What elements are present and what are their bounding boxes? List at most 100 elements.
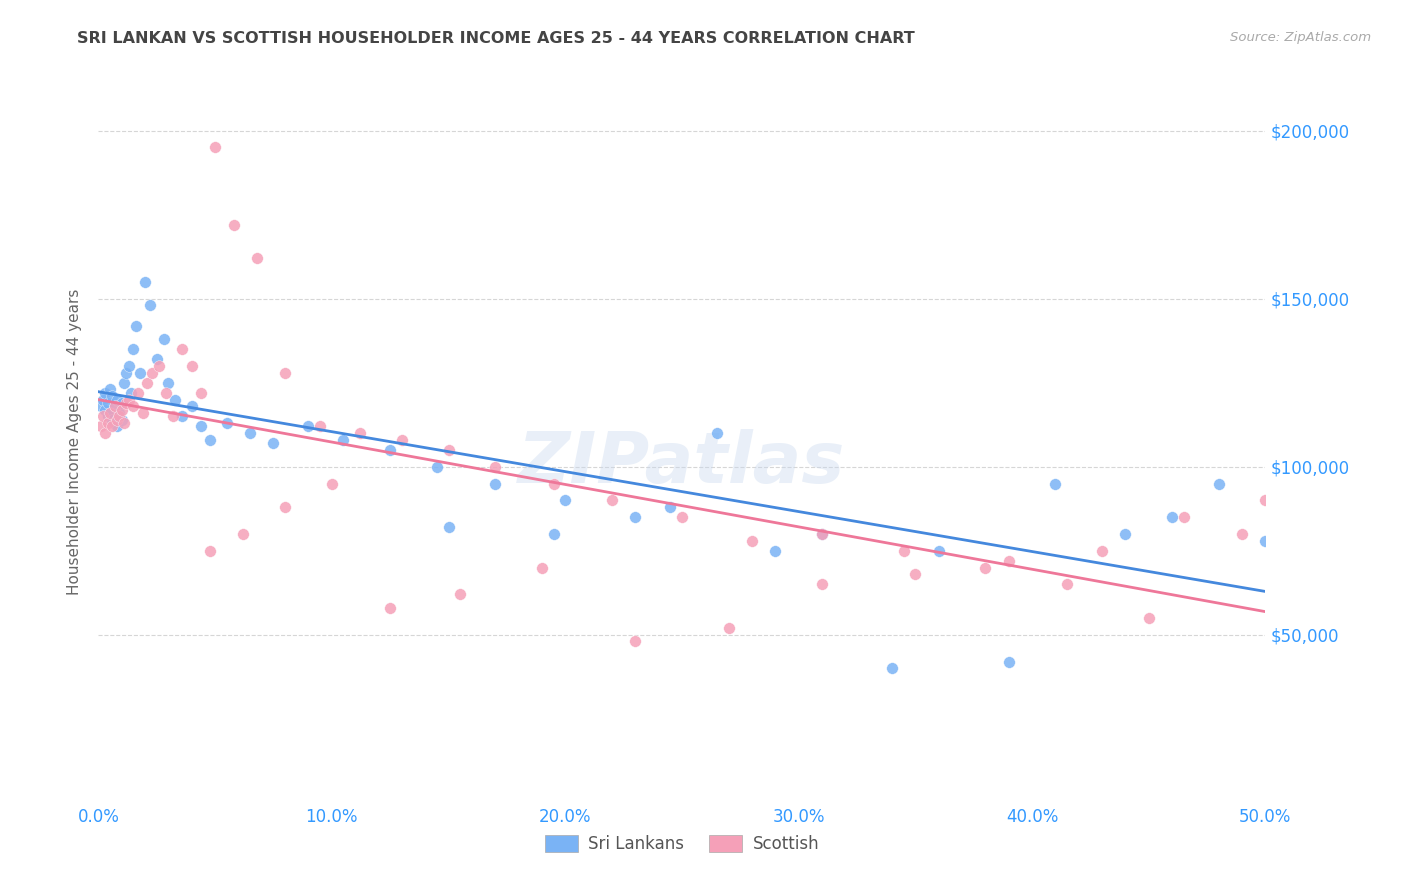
Point bbox=[172, 409, 194, 424]
Point bbox=[928, 543, 950, 558]
Point bbox=[274, 366, 297, 380]
Point bbox=[232, 527, 254, 541]
Point bbox=[90, 419, 112, 434]
Point bbox=[94, 426, 117, 441]
Point bbox=[105, 419, 128, 434]
Text: SRI LANKAN VS SCOTTISH HOUSEHOLDER INCOME AGES 25 - 44 YEARS CORRELATION CHART: SRI LANKAN VS SCOTTISH HOUSEHOLDER INCOM… bbox=[77, 31, 915, 46]
Point bbox=[111, 396, 134, 410]
Point bbox=[104, 399, 127, 413]
Point bbox=[118, 392, 141, 407]
Point bbox=[97, 409, 120, 424]
Point bbox=[1056, 577, 1078, 591]
Point bbox=[309, 419, 332, 434]
Point bbox=[125, 318, 148, 333]
Point bbox=[811, 527, 834, 541]
Point bbox=[200, 433, 222, 447]
Point bbox=[1208, 476, 1230, 491]
Point bbox=[671, 510, 693, 524]
Point bbox=[426, 459, 449, 474]
Point bbox=[90, 399, 112, 413]
Point bbox=[98, 406, 121, 420]
Point bbox=[139, 298, 162, 312]
Point bbox=[104, 416, 127, 430]
Point bbox=[717, 621, 740, 635]
Point bbox=[122, 399, 145, 413]
Text: ZIPatlas: ZIPatlas bbox=[519, 429, 845, 498]
Point bbox=[741, 533, 763, 548]
Point bbox=[94, 402, 117, 417]
Point bbox=[484, 476, 506, 491]
Point bbox=[997, 655, 1019, 669]
Legend: Sri Lankans, Scottish: Sri Lankans, Scottish bbox=[538, 828, 825, 860]
Point bbox=[122, 342, 145, 356]
Point bbox=[624, 634, 647, 648]
Point bbox=[380, 442, 402, 457]
Point bbox=[246, 252, 269, 266]
Point bbox=[1137, 611, 1160, 625]
Point bbox=[141, 366, 163, 380]
Point bbox=[146, 352, 169, 367]
Point bbox=[108, 409, 131, 424]
Point bbox=[1114, 527, 1136, 541]
Point bbox=[155, 385, 177, 400]
Point bbox=[1230, 527, 1253, 541]
Point bbox=[105, 413, 128, 427]
Point bbox=[391, 433, 413, 447]
Point bbox=[112, 376, 135, 390]
Point bbox=[880, 661, 903, 675]
Point bbox=[120, 385, 142, 400]
Point bbox=[134, 275, 156, 289]
Point bbox=[893, 543, 915, 558]
Point bbox=[1045, 476, 1067, 491]
Point bbox=[1254, 533, 1277, 548]
Point bbox=[132, 406, 155, 420]
Point bbox=[706, 426, 728, 441]
Point bbox=[97, 396, 120, 410]
Point bbox=[1173, 510, 1195, 524]
Point bbox=[904, 567, 927, 582]
Point bbox=[659, 500, 682, 514]
Point bbox=[162, 409, 184, 424]
Point bbox=[98, 406, 121, 420]
Point bbox=[115, 396, 138, 410]
Point bbox=[97, 416, 120, 430]
Point bbox=[600, 493, 623, 508]
Point bbox=[274, 500, 297, 514]
Point bbox=[157, 376, 180, 390]
Point bbox=[554, 493, 576, 508]
Point bbox=[111, 402, 134, 417]
Point bbox=[297, 419, 319, 434]
Point bbox=[380, 600, 402, 615]
Point bbox=[165, 392, 187, 407]
Point bbox=[321, 476, 343, 491]
Point bbox=[115, 366, 138, 380]
Point bbox=[101, 419, 124, 434]
Point bbox=[91, 392, 114, 407]
Point bbox=[624, 510, 647, 524]
Point bbox=[437, 442, 460, 457]
Point bbox=[112, 416, 135, 430]
Point bbox=[180, 399, 202, 413]
Point bbox=[129, 366, 152, 380]
Point bbox=[543, 527, 565, 541]
Point bbox=[148, 359, 170, 373]
Point bbox=[484, 459, 506, 474]
Point bbox=[118, 359, 141, 373]
Point bbox=[98, 383, 121, 397]
Point bbox=[172, 342, 194, 356]
Point bbox=[530, 560, 553, 574]
Point bbox=[101, 413, 124, 427]
Point bbox=[204, 140, 226, 154]
Point bbox=[200, 543, 222, 558]
Point bbox=[215, 416, 238, 430]
Point bbox=[811, 527, 834, 541]
Point bbox=[974, 560, 997, 574]
Point bbox=[239, 426, 262, 441]
Point bbox=[222, 218, 245, 232]
Point bbox=[349, 426, 371, 441]
Point bbox=[91, 409, 114, 424]
Point bbox=[190, 385, 212, 400]
Point bbox=[1091, 543, 1114, 558]
Text: Source: ZipAtlas.com: Source: ZipAtlas.com bbox=[1230, 31, 1371, 45]
Point bbox=[1161, 510, 1184, 524]
